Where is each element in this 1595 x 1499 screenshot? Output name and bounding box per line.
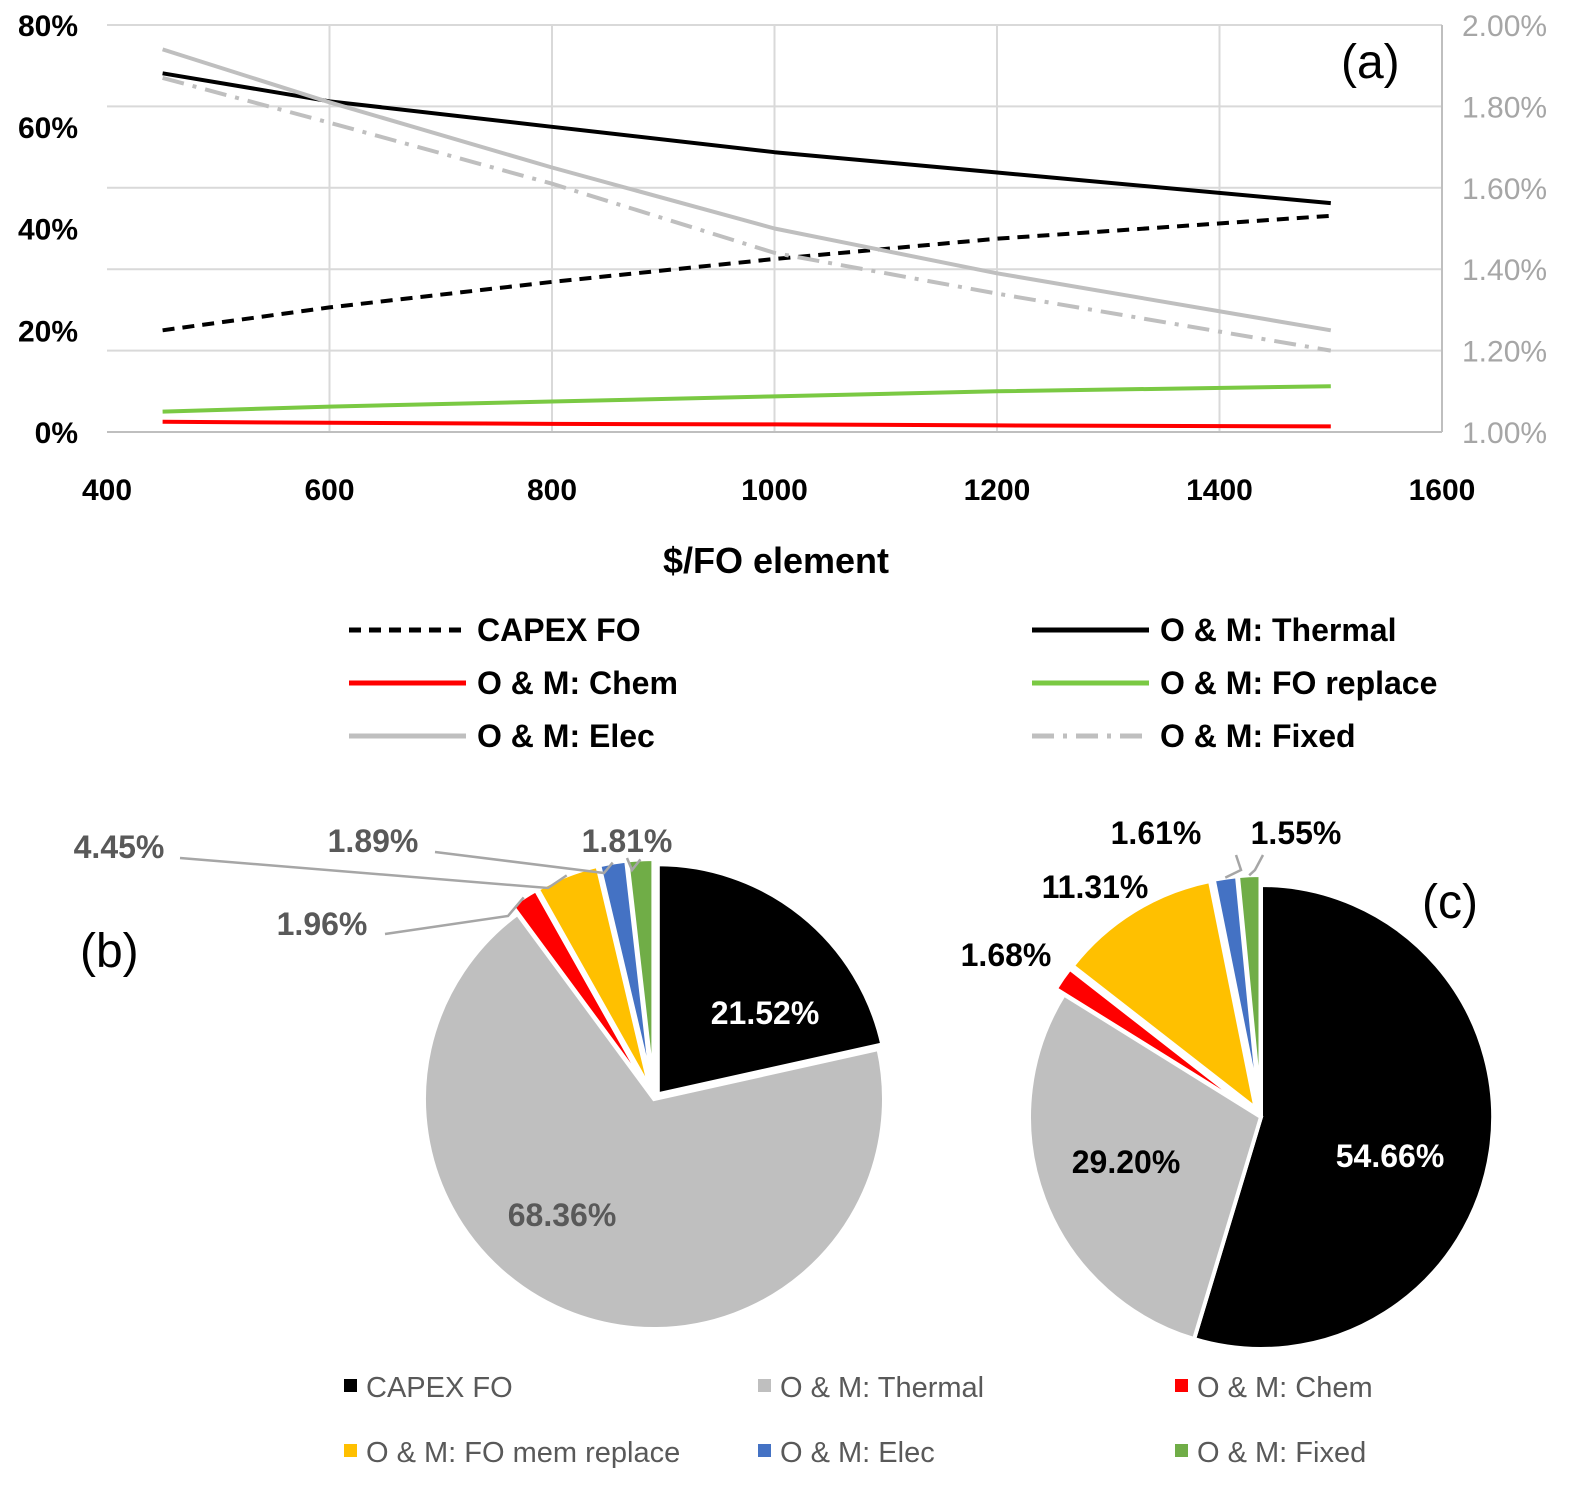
legend-label-o-m-chem: O & M: Chem — [1197, 1372, 1373, 1404]
pie-slice-o-m-chem — [509, 887, 651, 1092]
y2-tick-label: 1.80% — [1462, 91, 1547, 124]
data-label-o-m-fixed: 1.81% — [582, 823, 673, 859]
data-label-capex-fo: 54.66% — [1336, 1138, 1445, 1174]
data-label-o-m-fo-mem-replace: 4.45% — [74, 829, 165, 865]
y2-tick-labels: 1.00% 1.20% 1.40% 1.60% 1.80% 2.00% — [1462, 10, 1547, 450]
legend-swatch-o-m-fo-mem-replace — [344, 1444, 357, 1457]
y2-tick-label: 2.00% — [1462, 10, 1547, 43]
x-tick-label: 600 — [304, 474, 354, 507]
data-label-o-m-fo-mem-replace: 11.31% — [1042, 869, 1149, 905]
legend-label-capex-fo: CAPEX FO — [477, 612, 641, 648]
panel-label-b: (b) — [80, 925, 139, 978]
pie-slice-o-m-thermal — [1027, 991, 1264, 1342]
pie-slice-capex-fo — [655, 862, 885, 1097]
pie-slice-capex-fo — [1191, 882, 1496, 1351]
y-tick-label: 20% — [18, 315, 78, 348]
leader-line — [625, 857, 642, 873]
leader-line — [434, 850, 614, 875]
series-line-o-m-thermal — [162, 71, 1331, 206]
data-label-o-m-elec: 1.61% — [1111, 815, 1202, 851]
line-chart: 0% 20% 40% 60% 80% 1.00% 1.20% 1.40% 1.60% 1.80%… — [18, 10, 1547, 581]
leader-line — [1224, 854, 1243, 879]
y2-tick-label: 1.00% — [1462, 417, 1547, 450]
legend-swatch-capex-fo — [344, 1379, 357, 1392]
legend-swatch-o-m-thermal — [758, 1379, 771, 1392]
legend-swatch-o-m-fixed — [1175, 1444, 1188, 1457]
legend-label-o-m-fo-replace: O & M: FO replace — [1160, 665, 1437, 701]
legend-swatch-o-m-elec — [758, 1444, 771, 1457]
x-tick-label: 1000 — [741, 474, 808, 507]
y-tick-label: 40% — [18, 214, 78, 247]
data-label-o-m-chem: 1.96% — [277, 906, 368, 942]
panel-label-a: (a) — [1341, 36, 1400, 89]
y-tick-label: 0% — [35, 417, 78, 450]
x-tick-label: 1600 — [1409, 474, 1476, 507]
pie-slice-o-m-fo-mem-replace — [1069, 878, 1259, 1114]
series-line-o-m-fixed — [162, 75, 1332, 353]
data-label-o-m-thermal: 29.20% — [1072, 1144, 1181, 1180]
legend-label-o-m-chem: O & M: Chem — [477, 665, 678, 701]
data-label-o-m-elec: 1.89% — [328, 823, 419, 859]
series-lines — [161, 47, 1332, 429]
series-line-o-m-elec — [161, 47, 1332, 333]
x-tick-labels: 400 600 800 1000 1200 1400 1600 — [82, 474, 1475, 507]
legend-label-o-m-thermal: O & M: Thermal — [1160, 612, 1396, 648]
leader-line — [179, 856, 568, 890]
legend-label-o-m-elec: O & M: Elec — [780, 1437, 935, 1469]
panel-label-c: (c) — [1422, 876, 1478, 929]
series-line-o-m-fo-replace — [162, 384, 1331, 414]
line-legend: CAPEX FO O & M: Thermal O & M: Chem O & M: … — [349, 612, 1437, 754]
legend-label-o-m-fixed: O & M: Fixed — [1160, 718, 1356, 754]
data-label-o-m-chem: 1.68% — [961, 937, 1052, 973]
y-tick-label: 60% — [18, 112, 78, 145]
y2-tick-label: 1.60% — [1462, 173, 1547, 206]
x-axis-title: $/FO element — [663, 540, 889, 581]
legend-label-o-m-thermal: O & M: Thermal — [780, 1372, 984, 1404]
data-label-o-m-thermal: 68.36% — [508, 1197, 617, 1233]
y-tick-labels: 0% 20% 40% 60% 80% — [18, 10, 78, 450]
pie-slice-o-m-thermal — [421, 911, 886, 1332]
pie-chart-b: (b) 21.52% 68.36% 1.96% 4.45% 1.89% 1.81% — [74, 823, 886, 1332]
pie-chart-c: (c) 54.66% 29.20% 1.68% 11.31% 1.61% 1.55% — [961, 815, 1496, 1351]
leader-line — [384, 896, 525, 936]
y2-tick-label: 1.20% — [1462, 336, 1547, 369]
y-tick-label: 80% — [18, 10, 78, 43]
legend-label-o-m-fo-mem-replace: O & M: FO mem replace — [366, 1437, 680, 1469]
legend-label-capex-fo: CAPEX FO — [366, 1372, 513, 1404]
series-line-o-m-chem — [162, 419, 1331, 429]
data-label-o-m-fixed: 1.55% — [1251, 815, 1342, 851]
legend-label-o-m-elec: O & M: Elec — [477, 718, 655, 754]
data-label-capex-fo: 21.52% — [711, 995, 820, 1031]
x-tick-label: 1400 — [1186, 474, 1253, 507]
x-tick-label: 1200 — [964, 474, 1031, 507]
x-tick-label: 400 — [82, 474, 132, 507]
pie-slice-o-m-chem — [1053, 965, 1255, 1113]
legend-swatch-o-m-chem — [1175, 1379, 1188, 1392]
legend-label-o-m-fixed: O & M: Fixed — [1197, 1437, 1366, 1469]
y2-tick-label: 1.40% — [1462, 254, 1547, 287]
leader-line — [1248, 854, 1265, 877]
x-tick-label: 800 — [527, 474, 577, 507]
pie-legend: CAPEX FO O & M: Thermal O & M: Chem O & M: … — [344, 1372, 1373, 1469]
series-line-capex-fo — [162, 213, 1331, 333]
